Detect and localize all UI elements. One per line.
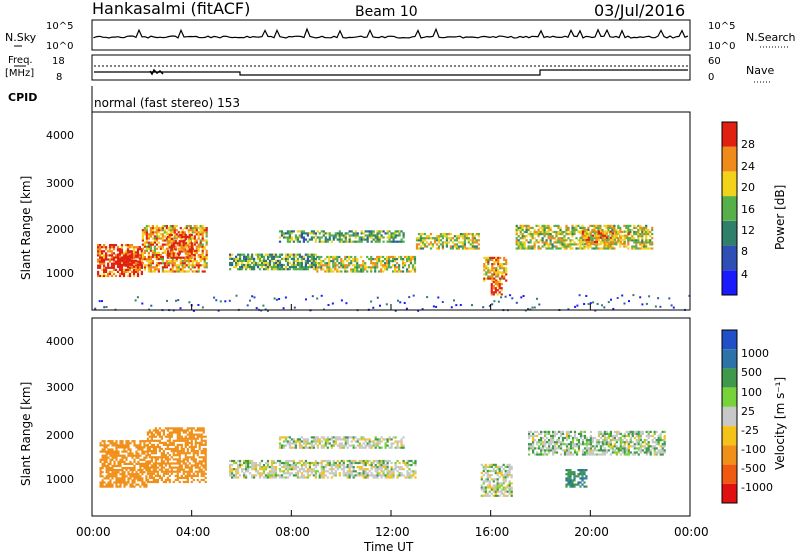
velocity-bar-cell-8 xyxy=(722,483,737,503)
power-region-7 xyxy=(415,233,480,250)
velocity-bar-label-6: -500 xyxy=(741,462,766,475)
station-title: Hankasalmi (fitACF) xyxy=(92,0,250,18)
power-bar-label-6: 28 xyxy=(741,138,755,151)
power-region-8 xyxy=(483,256,508,282)
velocity-y-tick-2000: 2000 xyxy=(46,429,74,442)
velocity-bar-cell-0 xyxy=(722,330,737,350)
power-region-11 xyxy=(577,230,630,246)
nave-label: Nave xyxy=(746,64,774,77)
power-region-5 xyxy=(278,230,405,243)
power-bar-cell-5 xyxy=(722,146,737,172)
power-region-1 xyxy=(116,249,143,268)
velocity-bar-label-4: -25 xyxy=(741,424,759,437)
frequency-panel: Freq. [MHz] 18 8 60 0 Nave xyxy=(5,54,774,83)
power-bar-cell-2 xyxy=(722,220,737,246)
x-tick-label: 04:00 xyxy=(176,525,211,539)
velocity-region-5 xyxy=(528,430,666,456)
nave-tick-bottom: 0 xyxy=(708,72,714,83)
velocity-y-tick-1000: 1000 xyxy=(46,473,74,486)
velocity-region-0 xyxy=(99,440,148,488)
velocity-panel: 4000 3000 2000 1000 Slant Range [km] xyxy=(19,317,691,517)
power-region-4 xyxy=(229,253,317,271)
noise-right-tick-bottom: 10^0 xyxy=(708,41,735,52)
x-axis-title: Time UT xyxy=(363,540,414,554)
power-bar-cell-4 xyxy=(722,171,737,197)
power-region-9 xyxy=(490,280,503,296)
noise-right-tick-top: 10^5 xyxy=(708,21,735,32)
noise-right-label: N.Search xyxy=(746,31,796,44)
velocity-bar-label-5: -100 xyxy=(741,443,766,456)
velocity-bar-label-3: 25 xyxy=(741,405,755,418)
x-tick-label: 08:00 xyxy=(275,525,310,539)
cpid-label: CPID xyxy=(8,91,37,104)
velocity-bar-label-1: 500 xyxy=(741,366,762,379)
power-panel: 4000 3000 2000 1000 Slant Range [km] xyxy=(19,111,691,312)
power-region-6 xyxy=(316,255,417,273)
power-colorbar: 4 8 12 16 20 24 28 Power [dB] xyxy=(721,121,787,296)
power-bar-label-4: 20 xyxy=(741,181,755,194)
velocity-colorbar: 1000 500 100 25 -25 -100 -500 -1000 Velo… xyxy=(721,329,787,504)
power-bar-title: Power [dB] xyxy=(773,185,787,250)
velocity-bar-label-7: -1000 xyxy=(741,481,773,494)
velocity-bar-cell-2 xyxy=(722,368,737,388)
freq-label-2: [MHz] xyxy=(5,68,34,79)
noise-trace xyxy=(93,27,689,39)
power-bar-cell-0 xyxy=(722,270,737,295)
freq-tick-top: 18 xyxy=(52,56,65,67)
beam-title: Beam 10 xyxy=(355,4,418,20)
power-bar-label-1: 8 xyxy=(741,245,748,258)
power-region-3 xyxy=(166,233,193,259)
velocity-region-6 xyxy=(565,469,588,488)
velocity-region-3 xyxy=(278,436,405,449)
velocity-cells xyxy=(99,427,666,497)
power-bar-label-0: 4 xyxy=(741,268,748,281)
velocity-region-2 xyxy=(229,459,417,479)
velocity-y-tick-3000: 3000 xyxy=(46,381,74,394)
velocity-bar-cell-7 xyxy=(722,464,737,484)
velocity-bar-cell-4 xyxy=(722,406,737,427)
power-y-tick-4000: 4000 xyxy=(46,129,74,142)
freq-label-1: Freq. xyxy=(8,55,33,66)
noise-panel: N.Sky 10^5 10^0 10^5 10^0 N.Search xyxy=(5,19,796,52)
velocity-bar-cell-1 xyxy=(722,349,737,369)
velocity-bar-title: Velocity [m s⁻¹] xyxy=(773,377,787,470)
power-y-tick-2000: 2000 xyxy=(46,223,74,236)
x-tick-label: 00:00 xyxy=(674,525,709,539)
power-bar-label-3: 16 xyxy=(741,203,755,216)
velocity-bar-cell-5 xyxy=(722,426,737,446)
power-y-tick-3000: 3000 xyxy=(46,177,74,190)
x-tick-label: 12:00 xyxy=(375,525,410,539)
velocity-bar-label-0: 1000 xyxy=(741,347,769,360)
velocity-y-tick-4000: 4000 xyxy=(46,335,74,348)
noise-left-label: N.Sky xyxy=(5,31,37,44)
power-cells xyxy=(94,224,691,312)
power-bar-label-5: 24 xyxy=(741,160,755,173)
x-axis: 00:00 04:00 08:00 12:00 16:00 20:00 00:00 xyxy=(76,304,709,539)
x-tick-label: 16:00 xyxy=(475,525,510,539)
nave-tick-top: 60 xyxy=(708,56,721,67)
velocity-bar-label-2: 100 xyxy=(741,386,762,399)
velocity-bar-cell-3 xyxy=(722,387,737,407)
power-bar-label-2: 12 xyxy=(741,224,755,237)
power-bar-cell-1 xyxy=(722,245,737,271)
x-tick-label: 20:00 xyxy=(574,525,609,539)
velocity-y-title: Slant Range [km] xyxy=(19,382,33,486)
noise-left-tick-bottom: 10^0 xyxy=(46,41,73,52)
noise-left-tick-top: 10^5 xyxy=(46,21,73,32)
power-bar-cell-3 xyxy=(722,196,737,221)
freq-tick-bottom: 8 xyxy=(56,72,62,83)
velocity-region-1 xyxy=(146,427,207,484)
freq-trace xyxy=(94,69,688,76)
cpid-text: normal (fast stereo) 153 xyxy=(94,96,240,110)
x-tick-label: 00:00 xyxy=(76,525,111,539)
date-title: 03/Jul/2016 xyxy=(594,1,685,20)
velocity-bar-cell-6 xyxy=(722,445,737,465)
velocity-region-4 xyxy=(480,463,513,497)
power-y-title: Slant Range [km] xyxy=(19,176,33,280)
power-bar-cell-6 xyxy=(722,122,737,147)
power-y-tick-1000: 1000 xyxy=(46,267,74,280)
